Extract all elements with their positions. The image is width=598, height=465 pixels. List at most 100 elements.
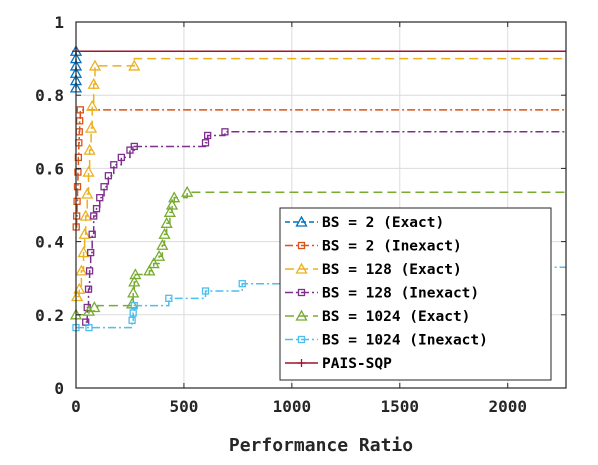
legend-label: BS = 128 (Inexact) <box>322 286 479 302</box>
data-point-marker <box>100 183 108 191</box>
data-point-marker <box>156 238 169 250</box>
legend-label: BS = 2 (Inexact) <box>322 239 462 255</box>
series-3 <box>82 128 566 326</box>
series-line <box>76 266 566 329</box>
legend-marker <box>297 335 306 344</box>
data-point-marker <box>221 128 229 136</box>
y-tick-label: 0 <box>54 379 64 398</box>
series-line <box>75 109 566 228</box>
data-point-marker <box>128 59 141 71</box>
data-point-marker <box>201 287 210 295</box>
data-point-marker <box>79 209 92 221</box>
legend-label: BS = 2 (Exact) <box>322 215 444 231</box>
legend-entry: BS = 2 (Exact) <box>285 215 444 231</box>
data-point-marker <box>76 117 84 125</box>
data-point-marker <box>88 59 102 71</box>
data-point-marker <box>130 142 138 151</box>
legend-label: BS = 128 (Exact) <box>322 262 462 278</box>
data-point-marker <box>72 212 81 220</box>
data-point-marker <box>73 183 82 191</box>
x-tick-labels: 0 500 1000 1500 2000 <box>71 397 527 416</box>
legend-marker <box>297 288 306 297</box>
data-point-marker <box>70 290 84 302</box>
data-point-marker <box>168 191 181 203</box>
y-tick-labels: 0 0.2 0.4 0.6 0.8 1 <box>35 13 64 398</box>
data-point-marker <box>127 286 140 298</box>
data-point-marker <box>129 268 142 280</box>
legend-box <box>279 207 552 381</box>
x-tick-label: 1000 <box>273 397 312 416</box>
data-point-marker <box>73 197 81 205</box>
data-point-marker <box>126 146 134 154</box>
data-point-marker <box>117 153 125 162</box>
data-point-marker <box>81 187 94 199</box>
data-point-marker <box>82 165 95 177</box>
data-point-marker <box>163 205 177 217</box>
data-point-marker <box>204 131 212 140</box>
data-point-marker <box>158 227 171 239</box>
legend-marker <box>295 262 308 274</box>
series-4 <box>69 185 566 320</box>
y-tick-label: 1 <box>54 13 64 32</box>
legend-entry: PAIS-SQP <box>285 356 392 372</box>
data-point-marker <box>73 282 86 294</box>
legend-marker <box>295 215 308 227</box>
series-line <box>77 57 566 298</box>
data-point-marker <box>74 168 82 176</box>
y-tick-label: 0.8 <box>35 86 64 105</box>
data-point-marker <box>201 139 210 147</box>
legend-label: PAIS-SQP <box>322 356 392 372</box>
x-tick-label: 1500 <box>381 397 420 416</box>
legend-entry: BS = 128 (Exact) <box>285 262 462 278</box>
legend-marker <box>297 359 306 367</box>
legend-marker <box>297 241 306 250</box>
data-point-marker <box>85 121 98 133</box>
data-point-marker <box>165 294 173 302</box>
data-point-marker <box>87 77 100 89</box>
data-point-marker <box>104 172 113 180</box>
x-axis-label: Performance Ratio <box>229 435 413 456</box>
data-point-marker <box>76 106 84 114</box>
data-point-marker <box>153 249 166 261</box>
data-point-marker <box>82 304 96 316</box>
data-point-marker <box>90 212 98 220</box>
data-point-marker <box>143 264 156 276</box>
data-point-marker <box>165 198 179 210</box>
data-point-marker <box>87 248 95 257</box>
data-point-marker <box>83 143 96 155</box>
data-point-marker <box>74 153 83 162</box>
y-tick-label: 0.6 <box>35 159 64 178</box>
data-point-marker <box>130 301 138 310</box>
data-point-marker <box>88 230 96 238</box>
x-tick-label: 500 <box>169 397 198 416</box>
legend-entry: BS = 128 (Inexact) <box>285 286 479 302</box>
legend-marker <box>295 309 308 321</box>
data-point-marker <box>86 99 99 111</box>
x-tick-label: 2000 <box>488 397 527 416</box>
x-tick-label: 0 <box>71 397 81 416</box>
data-point-marker <box>126 297 139 309</box>
data-point-marker <box>85 323 93 332</box>
data-point-marker <box>181 185 194 197</box>
series-2 <box>70 57 566 302</box>
data-point-marker <box>160 216 173 228</box>
data-point-marker <box>128 316 136 324</box>
legend-label: BS = 1024 (Exact) <box>322 309 470 325</box>
legend-entry: BS = 1024 (Inexact) <box>285 333 488 349</box>
data-point-marker <box>96 194 104 202</box>
data-point-marker <box>92 205 101 213</box>
legend-entry: BS = 2 (Inexact) <box>285 239 462 255</box>
legend: BS = 2 (Exact) BS = 2 (Inexact) BS = 128 (… <box>279 207 552 381</box>
legend-entry: BS = 1024 (Exact) <box>285 309 470 325</box>
data-point-marker <box>84 285 93 293</box>
data-point-marker <box>128 275 141 287</box>
y-tick-label: 0.2 <box>35 306 64 325</box>
y-tick-label: 0.4 <box>35 233 64 252</box>
data-point-marker <box>110 161 118 169</box>
data-point-marker <box>85 267 94 275</box>
data-point-marker <box>129 309 137 317</box>
data-point-marker <box>147 257 160 269</box>
data-point-marker <box>238 280 246 288</box>
data-point-marker <box>75 264 88 276</box>
